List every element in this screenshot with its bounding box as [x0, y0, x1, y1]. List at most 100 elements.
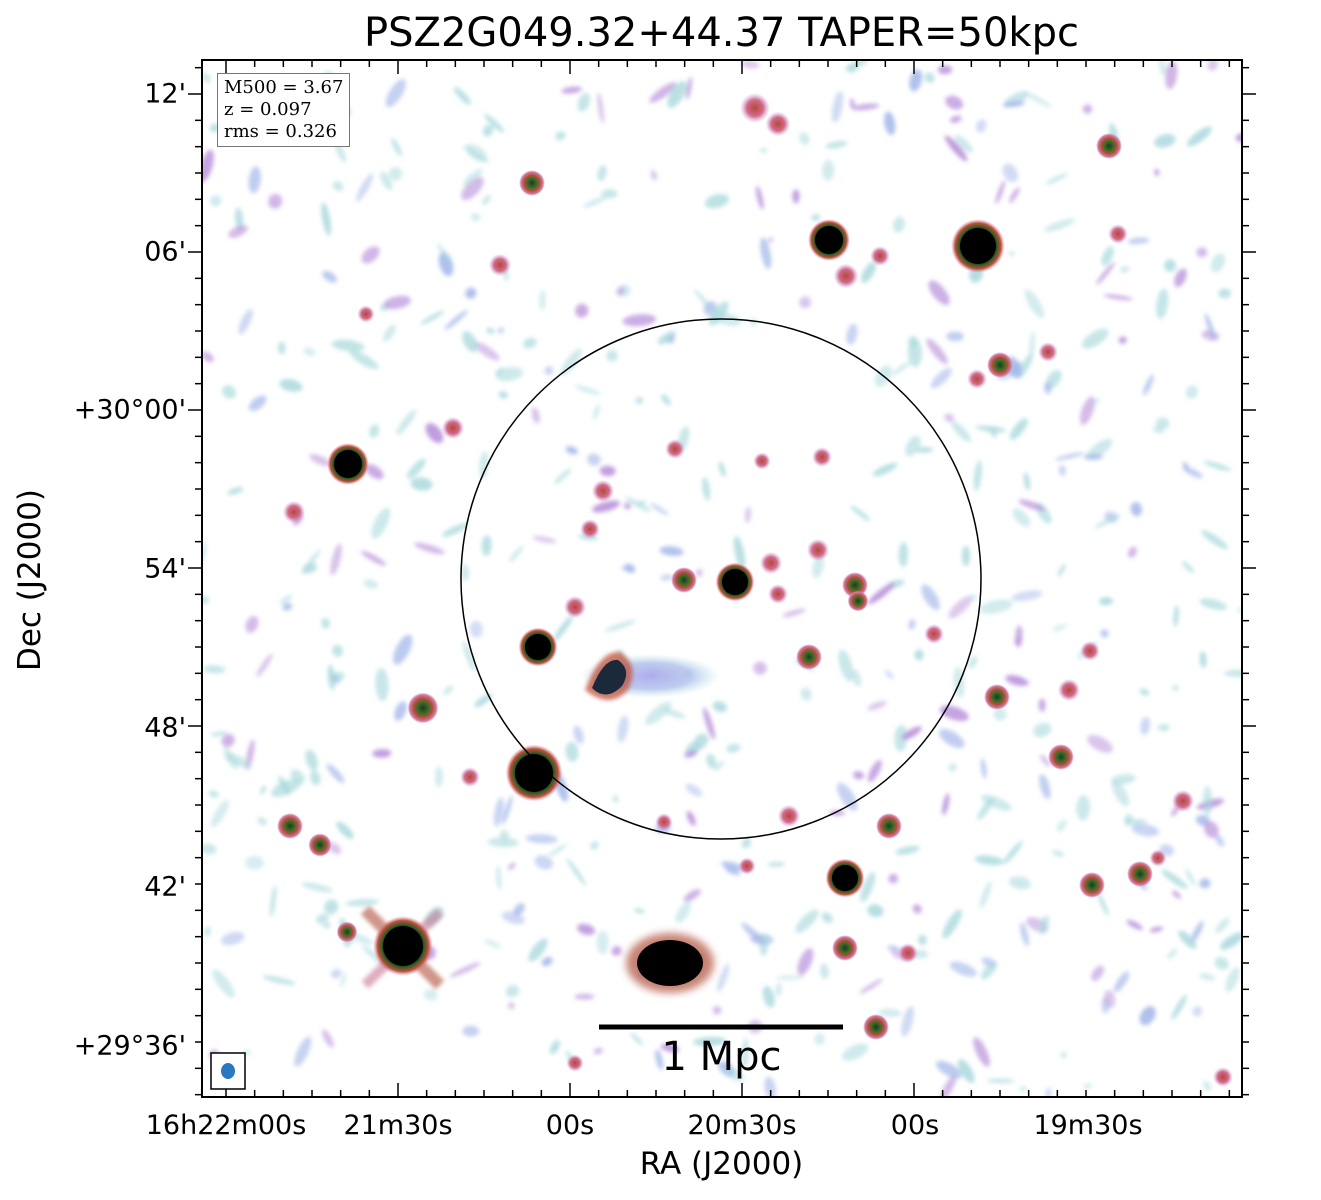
radio-source: [951, 219, 1005, 273]
noise-blob: [1056, 819, 1067, 832]
noise-blob: [453, 87, 471, 105]
noise-blob: [262, 975, 296, 986]
noise-blob: [726, 743, 741, 753]
noise-blob: [714, 760, 724, 772]
noise-blob: [1033, 722, 1052, 738]
noise-blob: [1076, 795, 1091, 821]
noise-blob: [1199, 598, 1228, 610]
radio-source: [808, 219, 850, 261]
noise-blob: [961, 545, 971, 567]
noise-blob: [321, 1029, 334, 1048]
noise-blob: [1127, 237, 1150, 245]
noise-blob: [554, 468, 572, 485]
noise-blob: [380, 171, 393, 191]
noise-blob: [410, 477, 433, 491]
noise-blob: [260, 785, 267, 795]
noise-blob: [1091, 965, 1105, 981]
noise-blob: [973, 1037, 990, 1067]
noise-blob: [1113, 971, 1130, 993]
noise-blob: [577, 92, 591, 112]
noise-blob: [1099, 596, 1113, 606]
noise-blob: [760, 237, 772, 270]
radio-source: [1171, 789, 1195, 813]
noise-blob: [487, 837, 519, 848]
radio-source: [407, 692, 439, 724]
noise-blob: [1081, 328, 1109, 349]
noise-blob: [1039, 754, 1051, 767]
noise-blob: [1214, 956, 1229, 970]
noise-blob: [361, 246, 380, 264]
noise-blob: [819, 963, 829, 980]
noise-blob: [1174, 268, 1187, 288]
noise-blob: [332, 644, 344, 657]
noise-blob: [228, 225, 248, 238]
noise-blob: [975, 119, 987, 133]
radio-source: [655, 813, 673, 831]
radio-source: [519, 170, 545, 196]
noise-blob: [369, 424, 380, 438]
noise-blob: [443, 685, 454, 696]
noise-blob: [465, 144, 488, 162]
noise-blob: [981, 795, 1012, 811]
noise-blob: [303, 347, 316, 357]
noise-blob: [741, 838, 752, 849]
noise-blob: [1140, 716, 1151, 735]
noise-blob: [271, 778, 302, 797]
noise-blob: [505, 985, 520, 998]
noise-blob: [1039, 915, 1050, 935]
radio-source: [847, 590, 869, 612]
noise-blob: [888, 873, 899, 884]
radio-source: [984, 684, 1010, 710]
noise-blob: [486, 327, 495, 334]
noise-blob: [462, 331, 478, 353]
noise-blob: [948, 595, 973, 619]
noise-blob: [305, 749, 318, 771]
noise-blob: [675, 901, 692, 924]
radio-source: [671, 567, 697, 593]
noise-blob: [1093, 397, 1101, 404]
noise-blob: [1185, 385, 1199, 399]
noise-blob: [993, 707, 1007, 721]
noise-blob: [683, 889, 701, 902]
noise-blob: [937, 65, 953, 75]
noise-blob: [245, 856, 264, 870]
axis-ticks: [188, 60, 1256, 1097]
noise-blob: [744, 506, 752, 523]
noise-blob: [935, 1060, 962, 1079]
noise-blob: [944, 135, 968, 162]
noise-blob: [507, 1002, 515, 1010]
noise-blob: [630, 1032, 644, 1046]
noise-blob: [1018, 499, 1046, 511]
noise-blob: [1204, 821, 1219, 838]
noise-blob: [574, 993, 595, 1000]
noise-blob: [365, 464, 384, 480]
noise-blob: [795, 909, 819, 933]
noise-blob: [1111, 780, 1130, 807]
noise-blob: [825, 140, 848, 149]
noise-blob: [706, 753, 717, 769]
scale-bar-label: 1 Mpc: [661, 1034, 782, 1080]
noise-blob: [548, 843, 568, 857]
noise-blob: [853, 771, 865, 780]
noise-blob: [1173, 605, 1179, 627]
noise-blob: [886, 945, 899, 952]
noise-blob: [1024, 289, 1045, 319]
noise-blob: [852, 103, 880, 111]
noise-blob: [762, 985, 775, 1008]
noise-blob: [1192, 1006, 1203, 1017]
radio-source: [1080, 641, 1100, 661]
noise-blob: [565, 742, 579, 762]
noise-blob: [1009, 187, 1020, 204]
noise-blob: [811, 213, 821, 221]
noise-blob: [812, 555, 824, 579]
noise-blob: [469, 620, 483, 638]
noise-blob: [597, 165, 607, 182]
noise-blob: [371, 507, 391, 539]
radio-source: [876, 813, 902, 839]
radio-source: [505, 744, 563, 802]
noise-blob: [908, 619, 916, 630]
noise-blob: [775, 975, 805, 981]
noise-blob: [501, 911, 525, 925]
noise-blob: [599, 465, 616, 477]
noise-blob: [725, 867, 741, 876]
